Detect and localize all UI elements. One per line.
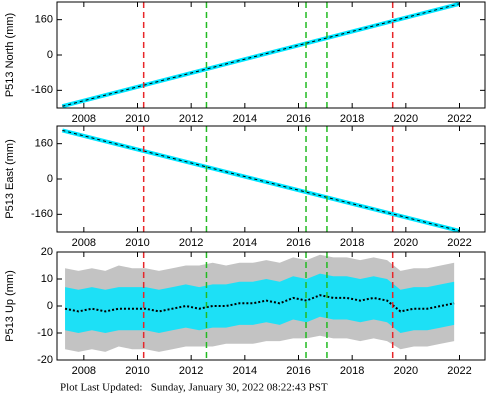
x-tick-label: 2012 xyxy=(179,113,203,125)
x-tick-label: 2016 xyxy=(286,237,310,249)
y-tick-label: 0 xyxy=(47,173,53,185)
y-axis-label: P513 Up (mm) xyxy=(4,270,16,342)
y-tick-label: -160 xyxy=(31,84,53,96)
mean-line xyxy=(64,294,455,313)
y-tick-label: 160 xyxy=(35,138,53,150)
x-tick-label: 2018 xyxy=(340,113,364,125)
plot-frame xyxy=(56,125,486,233)
x-tick-label: 2014 xyxy=(233,365,257,377)
x-tick-label: 2016 xyxy=(286,365,310,377)
x-tick-label: 2018 xyxy=(340,365,364,377)
y-axis-label: P513 North (mm) xyxy=(4,13,16,97)
y-tick-label: 0 xyxy=(47,49,53,61)
x-tick-label: 2014 xyxy=(233,237,257,249)
y-tick-label: -20 xyxy=(37,354,53,366)
x-tick-label: 2010 xyxy=(125,365,149,377)
x-tick-label: 2012 xyxy=(179,365,203,377)
x-tick-label: 2010 xyxy=(125,237,149,249)
x-tick-label: 2014 xyxy=(233,113,257,125)
x-tick-label: 2012 xyxy=(179,237,203,249)
x-tick-label: 2020 xyxy=(394,365,418,377)
x-tick-label: 2008 xyxy=(72,113,96,125)
mean-line xyxy=(62,129,460,232)
x-tick-label: 2008 xyxy=(72,365,96,377)
x-tick-label: 2022 xyxy=(447,113,471,125)
x-tick-label: 2010 xyxy=(125,113,149,125)
x-tick-label: 2020 xyxy=(394,113,418,125)
y-tick-label: 10 xyxy=(41,273,53,285)
y-tick-label: 0 xyxy=(47,300,53,312)
x-tick-label: 2016 xyxy=(286,113,310,125)
x-tick-label: 2020 xyxy=(394,237,418,249)
y-tick-label: -160 xyxy=(31,208,53,220)
x-tick-label: 2018 xyxy=(340,237,364,249)
mean-line xyxy=(62,3,460,107)
footer: Plot Last Updated: Sunday, January 30, 2… xyxy=(60,382,328,394)
y-tick-label: 20 xyxy=(41,246,53,258)
x-tick-label: 2022 xyxy=(447,237,471,249)
x-tick-label: 2022 xyxy=(447,365,471,377)
y-tick-label: 160 xyxy=(35,14,53,26)
data-band xyxy=(65,273,455,333)
y-tick-label: -10 xyxy=(37,327,53,339)
y-axis-label: P513 East (mm) xyxy=(4,139,16,218)
x-tick-label: 2008 xyxy=(72,237,96,249)
